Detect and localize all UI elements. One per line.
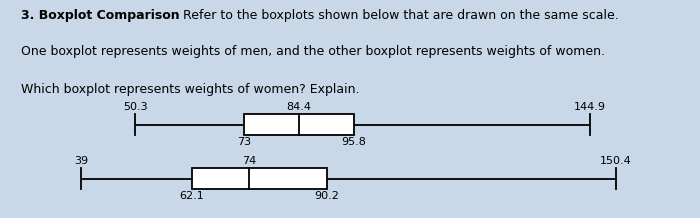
- Text: 144.9: 144.9: [573, 102, 606, 112]
- Text: 150.4: 150.4: [600, 156, 632, 166]
- Text: 50.3: 50.3: [123, 102, 148, 112]
- Text: 90.2: 90.2: [314, 191, 340, 201]
- Bar: [192, 168, 327, 189]
- Text: Refer to the boxplots shown below that are drawn on the same scale.: Refer to the boxplots shown below that a…: [178, 9, 618, 22]
- Text: 73: 73: [237, 137, 251, 147]
- Bar: [244, 114, 354, 135]
- Text: Which boxplot represents weights of women? Explain.: Which boxplot represents weights of wome…: [21, 83, 359, 96]
- Text: One boxplot represents weights of men, and the other boxplot represents weights : One boxplot represents weights of men, a…: [21, 45, 605, 58]
- Text: 3. Boxplot Comparison: 3. Boxplot Comparison: [21, 9, 179, 22]
- Text: 39: 39: [74, 156, 88, 166]
- Text: 62.1: 62.1: [180, 191, 204, 201]
- Text: 95.8: 95.8: [342, 137, 366, 147]
- Text: 84.4: 84.4: [286, 102, 312, 112]
- Text: 74: 74: [242, 156, 256, 166]
